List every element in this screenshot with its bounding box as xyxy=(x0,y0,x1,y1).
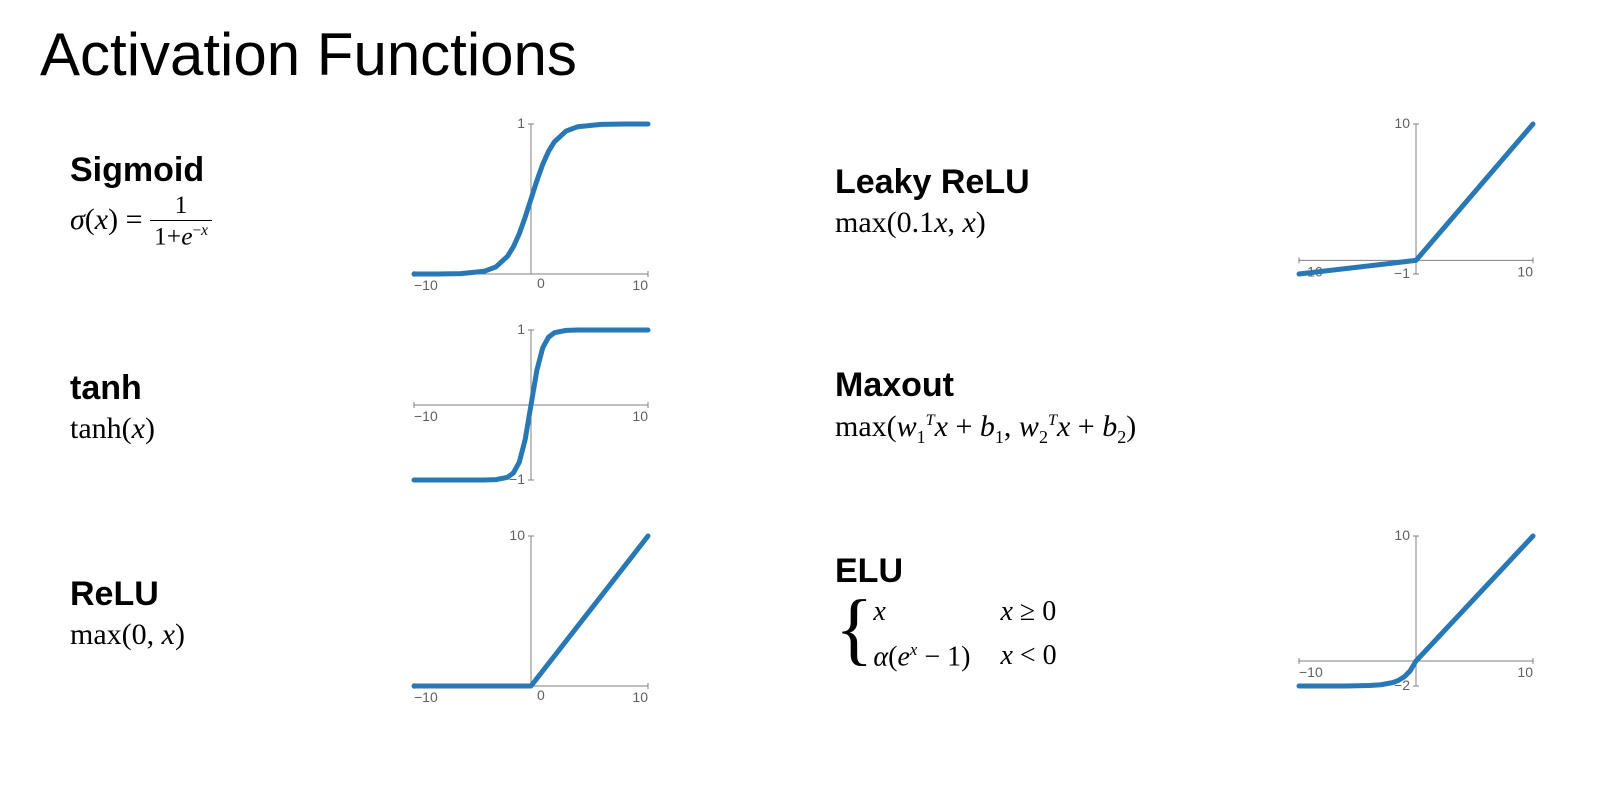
functions-grid: Sigmoid σ(x) = 1 1+e−x −101001 Leaky ReL… xyxy=(40,101,1560,713)
fn-name-sigmoid: Sigmoid xyxy=(70,151,370,190)
cell-sigmoid: Sigmoid σ(x) = 1 1+e−x −10 10 0 1 xyxy=(40,101,795,301)
textblock-leaky-relu: Leaky ReLU max(0.1x, x) xyxy=(805,163,1255,240)
cell-elu: ELU { x x ≥ 0 α(ex − 1) x < 0 −1010−210 xyxy=(805,513,1560,713)
svg-text:0: 0 xyxy=(537,275,545,291)
svg-text:10: 10 xyxy=(1394,527,1410,543)
svg-text:−10: −10 xyxy=(414,689,438,705)
page: Activation Functions Sigmoid σ(x) = 1 1+… xyxy=(0,0,1600,804)
cell-leaky-relu: Leaky ReLU max(0.1x, x) −1010−110 xyxy=(805,101,1560,301)
chart-leaky-relu: −1010−110 xyxy=(1271,106,1551,296)
svg-text:10: 10 xyxy=(632,408,648,424)
fn-name-elu: ELU xyxy=(835,552,1255,591)
textblock-relu: ReLU max(0, x) xyxy=(40,575,370,652)
chart-tanh: −1010−11 xyxy=(386,312,666,502)
textblock-sigmoid: Sigmoid σ(x) = 1 1+e−x xyxy=(40,151,370,251)
textblock-elu: ELU { x x ≥ 0 α(ex − 1) x < 0 xyxy=(805,552,1255,675)
svg-text:−1: −1 xyxy=(1394,265,1410,281)
svg-text:10: 10 xyxy=(509,527,525,543)
fn-name-leaky-relu: Leaky ReLU xyxy=(835,163,1255,202)
fn-formula-relu: max(0, x) xyxy=(70,618,370,652)
chart-relu: −10 10 0 10 xyxy=(386,518,666,708)
textblock-maxout: Maxout max(w1Tx + b1, w2Tx + b2) xyxy=(805,366,1355,448)
svg-text:0: 0 xyxy=(537,687,545,703)
chart-elu: −1010−210 xyxy=(1271,518,1551,708)
svg-text:−10: −10 xyxy=(1299,664,1323,680)
svg-text:10: 10 xyxy=(1517,263,1533,279)
svg-text:−10: −10 xyxy=(414,277,438,293)
textblock-tanh: tanh tanh(x) xyxy=(40,369,370,446)
fn-name-maxout: Maxout xyxy=(835,366,1355,405)
fn-formula-elu: { x x ≥ 0 α(ex − 1) x < 0 xyxy=(835,595,1255,675)
svg-text:10: 10 xyxy=(632,277,648,293)
cell-maxout: Maxout max(w1Tx + b1, w2Tx + b2) xyxy=(805,307,1560,507)
svg-text:1: 1 xyxy=(517,115,525,131)
page-title: Activation Functions xyxy=(40,20,1560,89)
cell-tanh: tanh tanh(x) −1010−11 xyxy=(40,307,795,507)
fn-formula-maxout: max(w1Tx + b1, w2Tx + b2) xyxy=(835,409,1355,448)
svg-text:1: 1 xyxy=(517,321,525,337)
fn-formula-leaky-relu: max(0.1x, x) xyxy=(835,206,1255,240)
svg-text:10: 10 xyxy=(1517,664,1533,680)
svg-text:10: 10 xyxy=(632,689,648,705)
fn-name-relu: ReLU xyxy=(70,575,370,614)
svg-text:−10: −10 xyxy=(414,408,438,424)
svg-text:10: 10 xyxy=(1394,115,1410,131)
fn-formula-sigmoid: σ(x) = 1 1+e−x xyxy=(70,194,370,251)
fn-name-tanh: tanh xyxy=(70,369,370,408)
fn-formula-tanh: tanh(x) xyxy=(70,412,370,446)
chart-sigmoid: −10 10 0 1 xyxy=(386,106,666,296)
cell-relu: ReLU max(0, x) −10 10 0 10 xyxy=(40,513,795,713)
elu-case1-expr: x xyxy=(873,596,885,627)
